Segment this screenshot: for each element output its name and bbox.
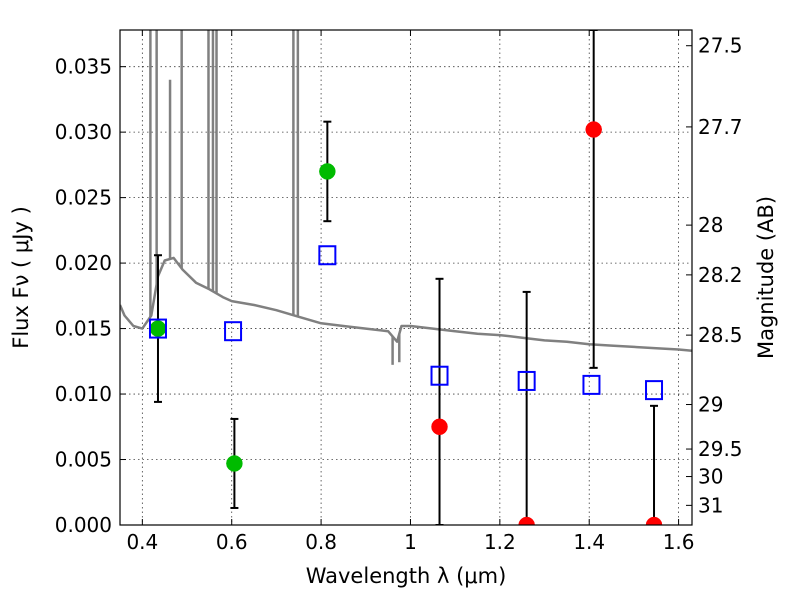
sed-continuum: [120, 256, 692, 353]
model-square-marker: [645, 380, 664, 401]
x-axis-ticks: 0.4 0.6 0.8 1 1.2 1.4 1.6: [126, 30, 695, 554]
model-square-marker: [224, 321, 243, 342]
right-tick-label: 29: [698, 393, 723, 417]
x-tick-label: 0.4: [126, 530, 158, 554]
nondetection-marker: [518, 516, 535, 525]
model-square-marker: [582, 374, 601, 395]
nondetection-marker: [431, 418, 448, 436]
sed-spectrum: [120, 30, 692, 365]
right-axis-ticks: 27.5 27.7 28 28.2 28.5 29 29.5 30 31: [686, 34, 743, 517]
right-axis-label: Magnitude (AB): [754, 196, 778, 359]
x-tick-label: 0.8: [305, 530, 337, 554]
detection-marker: [149, 320, 167, 337]
right-tick-label: 28.2: [698, 263, 743, 287]
right-tick-label: 30: [698, 465, 723, 489]
right-tick-label: 27.5: [698, 34, 743, 58]
x-tick-label: 1: [404, 530, 417, 554]
photometry-points: [148, 121, 664, 525]
model-square-marker: [430, 365, 449, 386]
y-axis-ticks: 0.000 0.005 0.010 0.015 0.020 0.025 0.030 0.035: [55, 55, 126, 537]
x-tick-label: 0.6: [216, 530, 248, 554]
right-tick-label: 28: [698, 213, 723, 237]
x-tick-label: 1.2: [484, 530, 516, 554]
y-tick-label: 0.005: [55, 448, 112, 472]
y-tick-label: 0.025: [55, 186, 112, 210]
model-square-marker: [517, 370, 536, 391]
right-tick-label: 27.7: [698, 115, 743, 139]
y-axis-label: Flux Fν ( μJy ): [9, 206, 33, 349]
nondetection-marker: [645, 516, 663, 525]
plot-frame: [119, 29, 693, 526]
y-tick-label: 0.035: [55, 55, 112, 79]
right-tick-label: 31: [698, 493, 723, 517]
error-bars: [153, 30, 659, 525]
nondetection-marker: [585, 121, 602, 138]
y-tick-label: 0.010: [55, 382, 112, 406]
y-tick-label: 0.015: [55, 317, 112, 341]
right-tick-label: 28.5: [698, 323, 743, 347]
x-axis-label: Wavelength λ (μm): [306, 564, 507, 588]
detection-marker: [226, 455, 243, 472]
model-square-marker: [148, 318, 167, 339]
x-tick-label: 1.6: [663, 530, 695, 554]
right-tick-label: 29.5: [698, 437, 743, 461]
x-tick-label: 1.4: [573, 530, 605, 554]
model-square-marker: [318, 245, 337, 266]
grid: [120, 30, 692, 526]
y-tick-label: 0.020: [55, 251, 112, 275]
detection-marker: [319, 163, 336, 180]
y-tick-label: 0.030: [55, 120, 112, 144]
y-tick-label: 0.000: [55, 513, 112, 537]
